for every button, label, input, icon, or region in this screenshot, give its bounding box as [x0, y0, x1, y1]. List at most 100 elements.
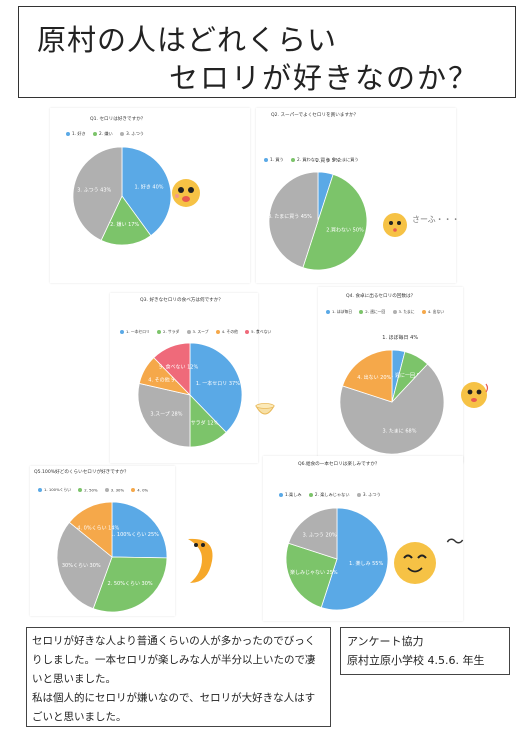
pie-slice [320, 507, 389, 611]
legend-swatch [120, 330, 124, 334]
slice-label: 2. 嫌い 17% [110, 221, 139, 228]
legend-label: 1. 好き [72, 131, 86, 136]
pie-chart-q5: 1. 100%くらい 25% 2. 50%くらい 30% 30%くらい 30% 4. … [56, 501, 168, 613]
legend-label: 3. スープ [192, 329, 209, 334]
slice-label: 2. 楽しみじゃない 25% [284, 569, 338, 576]
legend-label: 3. ふつう [362, 492, 381, 497]
chart-title-q3: Q3. 好きなセロリの食べ方は何ですか？ [140, 298, 223, 303]
legend-label: 2. 週に一回 [365, 309, 386, 314]
legend-swatch [120, 132, 125, 136]
legend-swatch [157, 330, 162, 334]
legend-swatch [392, 310, 397, 314]
chart-card-q6: Q6.給食の一本セロリは楽しみですか？ 1.楽しみ 2. 楽しみじゃない 3. … [263, 456, 463, 621]
legend-label: 4. 出ない [427, 309, 445, 314]
slice-label: 4. その他 9% [148, 377, 179, 384]
slice-label: 1. 100%くらい 25% [111, 532, 160, 538]
legend-swatch [245, 330, 250, 334]
comment-paragraph-1: セロリが好きな人より普通くらいの人が多かったのでびっくりしました。一本セロリが楽… [32, 635, 316, 685]
slice-label: 1. 楽しみ 55% [349, 560, 383, 567]
slice-label: 3. ふつう 20% [303, 533, 337, 539]
slice-label: 5. 食べない 12% [159, 364, 198, 371]
legend-label: 2. 楽しみじゃない [314, 492, 350, 497]
legend-swatch [215, 330, 220, 334]
legend-swatch [359, 310, 364, 314]
legend-swatch [421, 310, 426, 314]
legend-q1: 1. 好き 2. 嫌い 3. ふつう [60, 131, 144, 137]
slice-label: 2. サラダ 12% [184, 419, 218, 426]
legend-swatch [308, 493, 313, 497]
legend-swatch [264, 158, 268, 162]
legend-label: 5. 食べない [251, 329, 272, 334]
celery-character-q4 [461, 382, 489, 408]
slice-label: 3. ふつう 43% [77, 187, 111, 193]
pie-slice [339, 363, 445, 455]
celery-character-q5 [188, 538, 213, 583]
chart-card-q4: Q4. 食卓に出るセロリの回数は？ 1. ほぼ毎日 2. 週に一回 3. たまに… [318, 287, 463, 463]
legend-label: 2. 50% [84, 487, 98, 493]
pie-chart-q6: 1. 楽しみ 55% 2. 楽しみじゃない 25% 3. ふつう 20% [284, 507, 389, 611]
chart-card-q3: Q3. 好きなセロリの食べ方は何ですか？ 1. 一本セロリ 2. サラダ 3. … [110, 293, 271, 463]
legend-label: 2. 買わない [297, 157, 320, 162]
legend-q6: 1.楽しみ 2. 楽しみじゃない 3. ふつう [273, 492, 381, 498]
title-box: 原村の人はどれくらい セロリが好きなのか？ [18, 6, 516, 98]
legend-swatch [186, 330, 191, 334]
pie-slice [92, 556, 168, 613]
sound-effect-q6: 〜 [446, 532, 464, 553]
pie-slice [302, 173, 368, 271]
chart-title-q2: Q2. スーパーでよくセロリを買いますか？ [271, 113, 359, 118]
pie-slice [189, 342, 243, 433]
slice-label: 1. 好き 40% [134, 184, 163, 191]
legend-swatch [66, 132, 70, 136]
legend-label: 3. ふつう [126, 131, 144, 136]
sound-effect-q2: さーふ・・・ [412, 215, 460, 224]
legend-swatch [93, 132, 98, 136]
legend-label: 3. たまに [398, 309, 415, 314]
legend-swatch [104, 488, 109, 492]
slice-label: 1. 一本セロリ 37% [196, 380, 240, 387]
credit-line-2: 原村立原小学校 4.5.6. 年生 [347, 654, 485, 667]
credit-line-1: アンケート協力 [347, 635, 424, 648]
legend-swatch [78, 488, 83, 492]
pie-slice [68, 501, 113, 558]
legend-q2: 1. 買う 2. 買わない 3. たまに買う [258, 157, 359, 163]
legend-swatch [291, 158, 296, 162]
pie-slice [111, 501, 168, 559]
pie-chart-q4: 1. ほぼ毎日 4% 2. 週に一回 8% 3. たまに 68% 4. 出ない 20% [339, 334, 445, 455]
legend-swatch [326, 310, 330, 314]
legend-label: 4. 0% [137, 487, 149, 493]
legend-label: 2. 嫌い [99, 131, 113, 136]
legend-q4: 1. ほぼ毎日 2. 週に一回 3. たまに 4. 出ない [320, 309, 444, 315]
slice-label: 1.買う 5% [315, 158, 340, 164]
pie-slice [285, 542, 338, 609]
chart-title-q1: Q1. セロリは好きですか？ [90, 117, 146, 122]
legend-label: 3. 30% [110, 487, 125, 493]
page-title-line1: 原村の人はどれくらい [37, 23, 338, 57]
celery-character-q2 [383, 213, 407, 237]
pie-slice [153, 342, 191, 396]
chart-card-q5: Q5.100%好どのくらいセロリが好きですか？ 1. 100%くらい 2. 50… [30, 466, 175, 616]
pie-slice [56, 521, 113, 610]
chart-card-q2: Q2. スーパーでよくセロリを買いますか？ 1. 買う 2. 買わない 3. た… [256, 108, 456, 283]
credit-box: アンケート協力 原村立原小学校 4.5.6. 年生 [340, 627, 510, 675]
legend-swatch [326, 158, 331, 162]
slice-label: 2. 週に一回 8% [389, 372, 425, 379]
pie-slice [100, 195, 152, 246]
legend-label: 1. 買う [270, 157, 284, 162]
legend-label: 1.楽しみ [285, 492, 302, 497]
slice-label: 4. 0%くらい 14% [77, 526, 119, 532]
pie-slice [137, 382, 191, 448]
legend-label: 3. たまに買う [332, 157, 359, 162]
slice-label: 2.買わない 50% [326, 226, 364, 233]
pie-slice [72, 146, 123, 241]
legend-label: 4. その他 [221, 329, 238, 334]
slice-label: 4. 出ない 20% [357, 374, 391, 381]
celery-character-q6 [394, 542, 436, 584]
page-title-line2: セロリが好きなのか？ [169, 61, 480, 95]
legend-q5: 1. 100%くらい 2. 50% 3. 30% 4. 0% [32, 487, 148, 493]
slice-label: 3.スープ 28% [150, 411, 182, 417]
slice-label: 1. ほぼ毎日 4% [382, 334, 418, 341]
chart-title-q6: Q6.給食の一本セロリは楽しみですか？ [298, 462, 380, 467]
chart-title-q5: Q5.100%好どのくらいセロリが好きですか？ [34, 470, 129, 475]
celery-character-q1 [172, 179, 200, 207]
pie-chart-q2: 1.買う 5% 2.買わない 50% 3. たまに買う 45% [268, 158, 368, 271]
